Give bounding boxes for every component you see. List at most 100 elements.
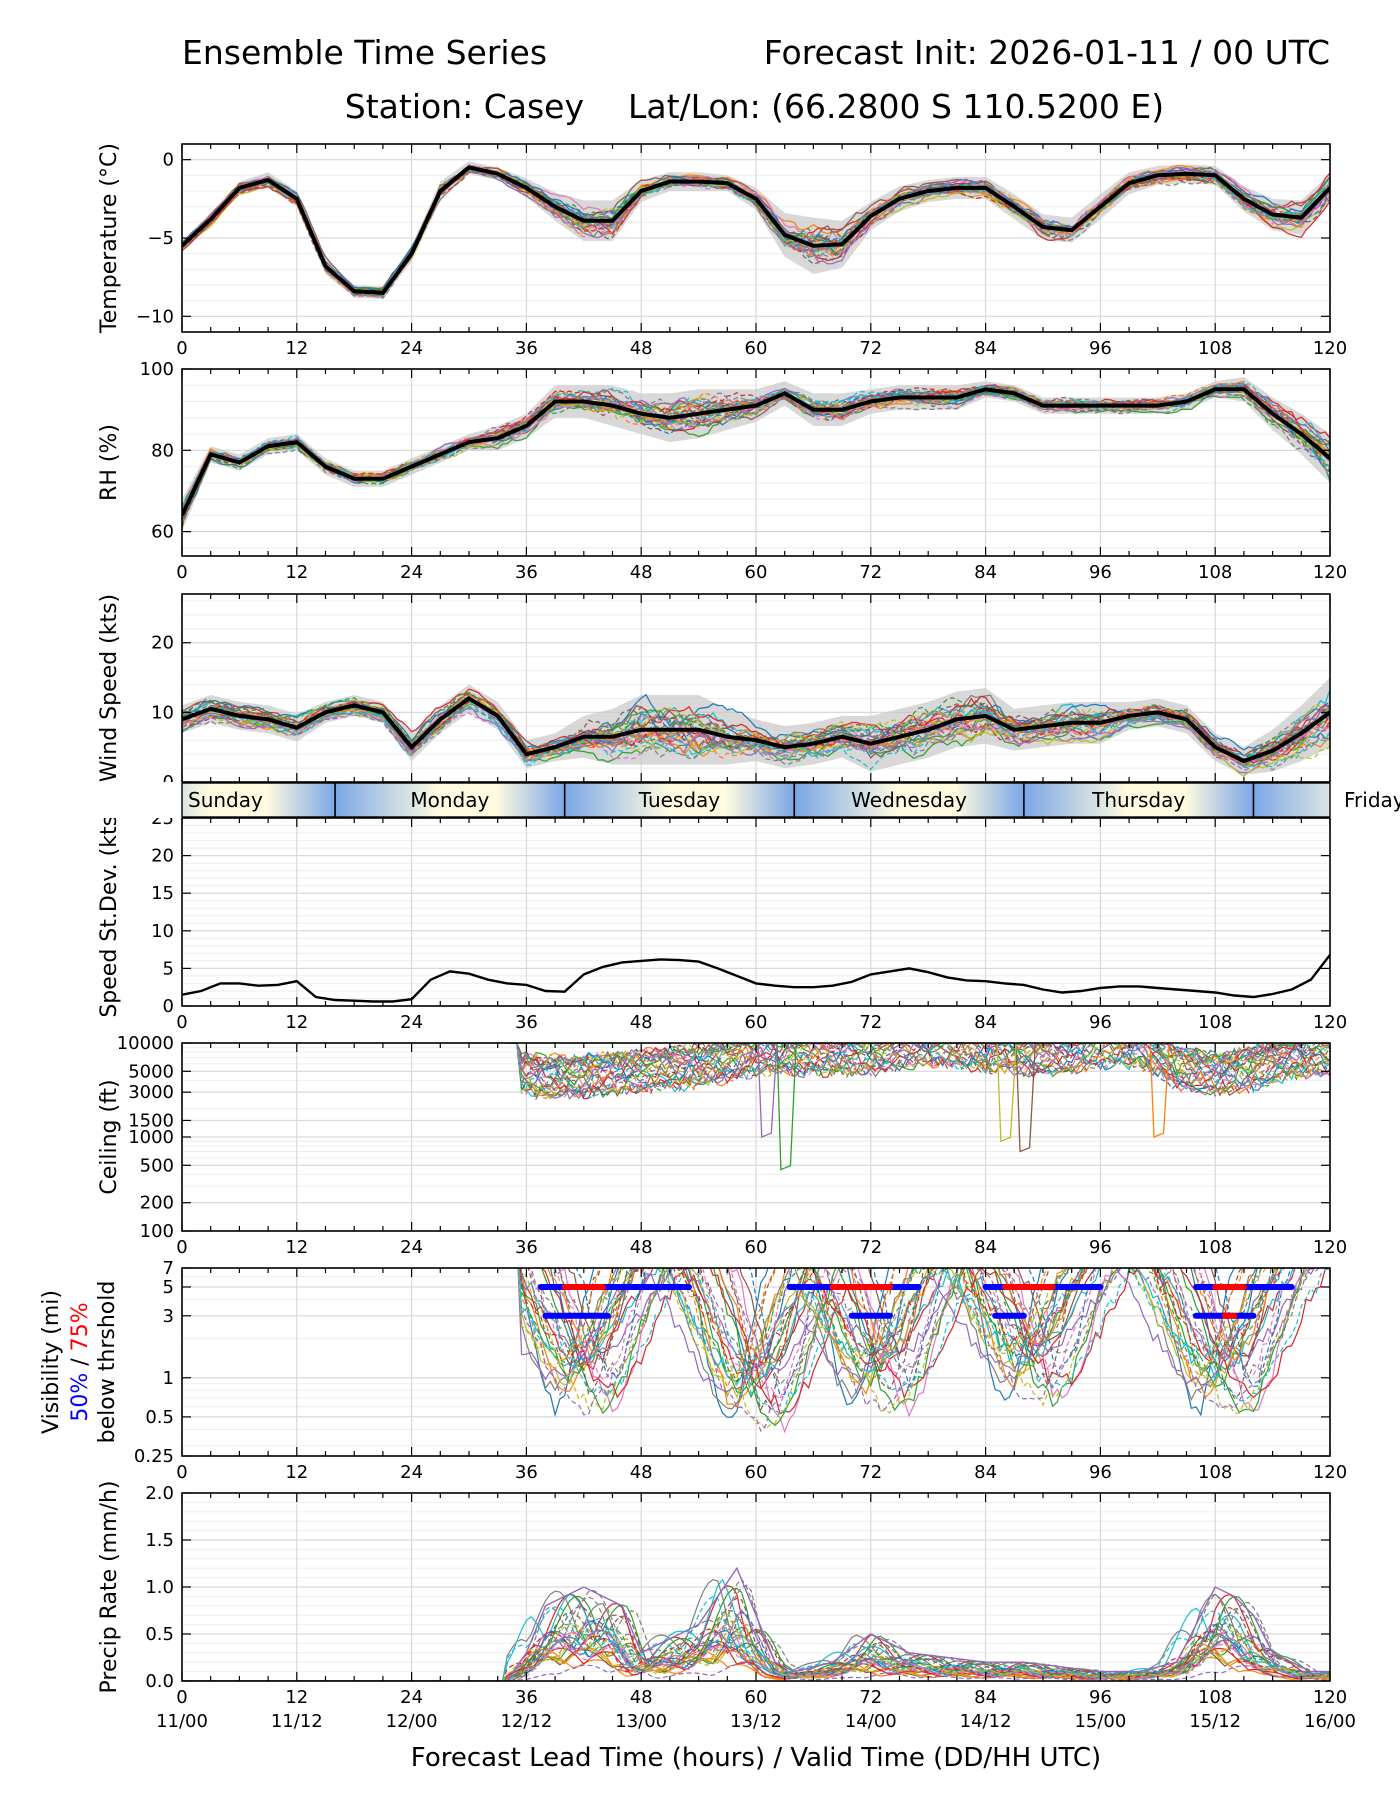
y-axis-label: Wind Speed (kts) xyxy=(97,594,122,782)
panel-temp: 0 12 24 36 48 60 72 84 96 108 120 0 −5 −10 Temperature… xyxy=(97,143,1347,359)
member-line xyxy=(182,696,1330,766)
x-tick-label: 60 xyxy=(745,1237,768,1258)
x-tick-label: 108 xyxy=(1198,562,1232,583)
valid-time-label: 16/00 xyxy=(1304,1711,1356,1732)
member-line xyxy=(520,1268,1330,1414)
y-tick-label: 3000 xyxy=(128,1082,174,1103)
y-tick-label: 15 xyxy=(151,883,174,904)
y-tick-label: 10 xyxy=(151,702,174,723)
title-left: Ensemble Time Series xyxy=(182,33,547,72)
x-tick-label: 24 xyxy=(400,562,423,583)
x-tick-label: 24 xyxy=(400,338,423,359)
panel-precip: 0 12 24 36 48 60 72 84 96 108 120 0.0 0.5 1.0 1.5 2.0 Pr… xyxy=(97,1481,1356,1732)
x-tick-label: 72 xyxy=(859,1687,882,1708)
x-tick-label: 96 xyxy=(1089,1687,1112,1708)
panel-rh: 0 12 24 36 48 60 72 84 96 108 120 60 80 100 RH (%) xyxy=(97,359,1347,583)
y-tick-label: 20 xyxy=(151,633,174,654)
x-tick-label: 36 xyxy=(515,1687,538,1708)
x-tick-label: 0 xyxy=(176,1462,187,1483)
day-band xyxy=(794,783,1024,817)
member-line xyxy=(507,1043,1330,1095)
day-band xyxy=(335,783,565,817)
y-tick-label: 3 xyxy=(163,1306,174,1327)
valid-time-label: 15/12 xyxy=(1189,1711,1241,1732)
member-line xyxy=(507,1043,1330,1094)
valid-time-label: 15/00 xyxy=(1074,1711,1126,1732)
day-strip-frame xyxy=(181,782,1331,818)
y-tick-label: 7 xyxy=(163,1258,174,1279)
member-line xyxy=(518,1268,1283,1372)
y-axis-label: Temperature (°C) xyxy=(97,143,122,334)
ceiling-dip xyxy=(776,1043,797,1171)
x-tick-label: 36 xyxy=(515,338,538,359)
y-tick-label: 200 xyxy=(140,1193,174,1214)
plot-area xyxy=(182,954,1330,1003)
speed-stdev-line xyxy=(182,954,1330,1003)
member-line xyxy=(517,1268,1267,1382)
y-tick-label: 0.5 xyxy=(145,1407,174,1428)
station-title: Station: Casey xyxy=(345,87,584,126)
valid-time-label: 11/12 xyxy=(271,1711,323,1732)
x-tick-label: 48 xyxy=(630,1012,653,1033)
x-tick-label: 120 xyxy=(1313,338,1347,359)
x-tick-label: 36 xyxy=(515,1237,538,1258)
y-tick-label: 1500 xyxy=(128,1110,174,1131)
member-line xyxy=(507,1043,1330,1098)
y-tick-label: 60 xyxy=(151,522,174,543)
plot-area xyxy=(517,1268,1330,1434)
member-line xyxy=(507,1043,1330,1097)
member-line xyxy=(549,1268,1258,1369)
member-line xyxy=(519,1268,1236,1418)
valid-time-label: 13/00 xyxy=(615,1711,667,1732)
x-tick-label: 72 xyxy=(859,338,882,359)
y-axis-label: Precip Rate (mm/h) xyxy=(97,1481,122,1694)
member-line xyxy=(182,384,1330,519)
member-line xyxy=(507,1043,1330,1098)
member-line xyxy=(568,1268,1279,1362)
y-tick-label: 0 xyxy=(163,996,174,1017)
x-tick-label: 0 xyxy=(176,338,187,359)
member-line xyxy=(541,1268,1330,1415)
x-tick-label: 120 xyxy=(1313,1687,1347,1708)
x-tick-label: 96 xyxy=(1089,1237,1112,1258)
x-tick-label: 0 xyxy=(176,1012,187,1033)
x-tick-label: 12 xyxy=(285,1237,308,1258)
member-line xyxy=(520,1268,1296,1390)
member-line xyxy=(182,1662,1330,1681)
x-tick-label: 48 xyxy=(630,562,653,583)
member-line xyxy=(552,1268,1310,1388)
valid-time-label: 13/12 xyxy=(730,1711,782,1732)
x-tick-label: 48 xyxy=(630,1462,653,1483)
y-tick-label: −5 xyxy=(147,228,174,249)
panel-wind: 0122436486072849610812001020Wind Speed (… xyxy=(97,593,1347,809)
max-member-line xyxy=(506,1566,1330,1681)
y-tick-label: 0.0 xyxy=(145,1671,174,1692)
ceiling-dip xyxy=(1149,1043,1170,1138)
member-line xyxy=(182,707,1330,771)
x-tick-label: 12 xyxy=(285,1462,308,1483)
member-line xyxy=(507,1043,1330,1101)
plot-area xyxy=(182,377,1330,532)
valid-time-label: 12/12 xyxy=(500,1711,552,1732)
y-tick-label: 1.0 xyxy=(145,1577,174,1598)
x-tick-label: 108 xyxy=(1198,1012,1232,1033)
member-line xyxy=(182,698,1330,772)
day-band xyxy=(1023,783,1254,817)
x-tick-label: 0 xyxy=(176,562,187,583)
x-tick-label: 84 xyxy=(974,1687,997,1708)
day-strip: Sunday Monday Tuesday Wednesday Thursday Frid… xyxy=(0,782,1400,818)
y-tick-label: 10000 xyxy=(117,1033,174,1054)
y-tick-label: 1 xyxy=(163,1368,174,1389)
x-tick-label: 84 xyxy=(974,1237,997,1258)
day-mask xyxy=(0,782,182,818)
member-line xyxy=(540,1268,1306,1427)
panel-visibility: 0 12 24 36 48 60 72 84 96 108 120 0.25 0.5 1 3 57 Visibi… xyxy=(39,1258,1347,1483)
y-axis-label: Visibility (mi) xyxy=(39,1290,64,1434)
y-tick-label: 1000 xyxy=(128,1127,174,1148)
day-label: Sunday xyxy=(188,788,263,812)
x-axis-label: Forecast Lead Time (hours) / Valid Time … xyxy=(411,1743,1101,1773)
x-tick-label: 24 xyxy=(400,1687,423,1708)
valid-time-label: 14/12 xyxy=(960,1711,1012,1732)
x-tick-label: 96 xyxy=(1089,562,1112,583)
member-line xyxy=(517,1268,1257,1410)
